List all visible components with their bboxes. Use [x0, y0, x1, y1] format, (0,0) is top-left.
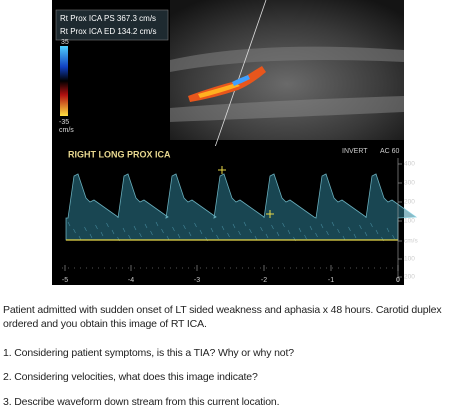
time-label: -1: [328, 277, 334, 284]
speckle: [139, 232, 142, 238]
speckle: [342, 235, 346, 241]
color-flow: [232, 75, 250, 86]
speckle: [276, 231, 280, 237]
speckle: [144, 223, 148, 229]
time-label: -4: [128, 277, 134, 284]
scale-label: 200: [404, 199, 415, 206]
speckle: [348, 226, 351, 232]
speckle: [106, 222, 109, 228]
speckle: [100, 231, 104, 237]
time-label: -2: [261, 277, 267, 284]
speckle: [73, 228, 76, 234]
scale-label: 300: [404, 180, 415, 187]
speckle: [326, 230, 329, 236]
time-label: -5: [62, 277, 68, 284]
scale-label: 400: [404, 161, 415, 168]
speckle: [221, 225, 225, 231]
speckle: [199, 229, 203, 235]
question: 3. Describe waveform down stream from th…: [3, 396, 280, 408]
speckle: [386, 227, 390, 233]
measurement: Rt Prox ICA PS 367.3 cm/s: [60, 14, 156, 23]
speckle: [133, 225, 137, 231]
speckle: [67, 221, 71, 227]
waveform-fill: [66, 174, 416, 240]
speckle: [188, 231, 192, 237]
tissue-band: [170, 96, 404, 122]
measurement-box: [55, 9, 169, 41]
speckle: [243, 221, 247, 227]
speckle: [337, 228, 340, 234]
speckle: [359, 224, 362, 230]
speckle: [183, 224, 186, 230]
speckle: [155, 221, 159, 227]
speckle: [375, 229, 379, 235]
speckle: [238, 230, 241, 236]
speckle: [227, 232, 230, 238]
color-scale-label: -35: [59, 119, 69, 126]
color-bar: [60, 46, 68, 116]
speckle: [166, 235, 170, 241]
speckle: [89, 233, 93, 239]
tissue-band: [170, 46, 404, 72]
velocity-scale: 400 300 200 100 cm/s 100 200: [398, 161, 418, 281]
scale-label: cm/s: [404, 238, 418, 245]
doppler-cursor: [213, 0, 267, 151]
speckle: [315, 232, 318, 238]
speckle: [298, 227, 302, 233]
paragraph-line: ordered and you obtain this image of RT …: [3, 318, 207, 330]
waveform-edge: [65, 173, 418, 241]
measurement: Rt Prox ICA ED 134.2 cm/s: [60, 27, 156, 36]
paragraph-line: Patient admitted with sudden onset of LT…: [3, 304, 442, 316]
speckle: [128, 234, 131, 240]
speckle: [392, 234, 395, 240]
caliper-ed: [266, 210, 274, 218]
question: 1. Considering patient symptoms, is this…: [3, 347, 294, 359]
speckle: [320, 223, 324, 229]
speckle: [287, 229, 291, 235]
speckle: [172, 226, 175, 232]
speckle: [111, 229, 115, 235]
speckle: [84, 226, 87, 232]
speckle: [271, 224, 274, 230]
speckle: [95, 224, 98, 230]
speckle: [150, 230, 153, 236]
speckle: [177, 233, 181, 239]
speckle: [216, 234, 219, 240]
speckle: [122, 227, 126, 233]
color-scale-label: 35: [61, 39, 69, 46]
speckle: [232, 223, 236, 229]
spectral-label: RIGHT LONG PROX ICA: [68, 149, 171, 159]
speckle: [265, 233, 269, 239]
speckle: [78, 235, 82, 241]
time-scale: -5 -4 -3 -2 -1 0: [62, 265, 400, 284]
question: 2. Considering velocities, what does thi…: [3, 371, 258, 383]
spectral-waveform: [65, 173, 418, 242]
ultrasound-image: Rt Prox ICA PS 367.3 cm/s Rt Prox ICA ED…: [52, 0, 418, 285]
speckle: [249, 228, 252, 234]
speckle: [331, 221, 335, 227]
paragraph: Patient admitted with sudden onset of LT…: [3, 303, 471, 331]
speckle: [282, 222, 285, 228]
time-label: 0: [396, 277, 400, 284]
speckle: [254, 235, 258, 241]
speckle: [161, 228, 164, 234]
speckle: [364, 231, 368, 237]
scale-label: 100: [404, 218, 415, 225]
setting: INVERT: [342, 148, 368, 155]
speckle: [304, 234, 307, 240]
speckle: [260, 226, 263, 232]
speckle: [353, 233, 357, 239]
scale-label: 200: [404, 274, 415, 281]
color-scale-unit: cm/s: [59, 127, 74, 134]
color-flow: [198, 83, 240, 98]
time-label: -3: [194, 277, 200, 284]
setting: AC 60: [380, 148, 400, 155]
speckle: [370, 222, 373, 228]
caliper-ps: [218, 166, 226, 174]
speckle: [309, 225, 313, 231]
speckle: [194, 222, 197, 228]
scale-label: 100: [404, 256, 415, 263]
speckle: [210, 227, 214, 233]
